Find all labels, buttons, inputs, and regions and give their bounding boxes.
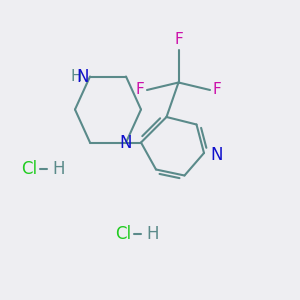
Text: N: N: [76, 68, 88, 85]
Text: F: F: [213, 82, 222, 98]
Text: N: N: [120, 134, 132, 152]
Text: H: H: [71, 69, 82, 84]
Text: F: F: [174, 32, 183, 46]
Text: H: H: [146, 225, 159, 243]
Text: N: N: [210, 146, 223, 164]
Text: Cl: Cl: [22, 160, 38, 178]
Text: Cl: Cl: [116, 225, 132, 243]
Text: F: F: [135, 82, 144, 98]
Text: H: H: [52, 160, 65, 178]
